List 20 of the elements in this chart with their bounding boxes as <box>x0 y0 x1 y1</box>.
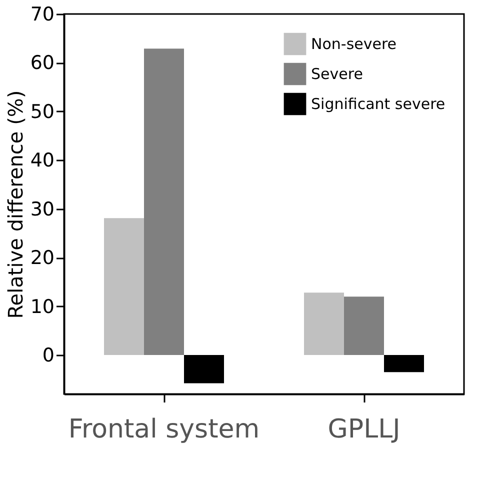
bar <box>104 218 144 356</box>
y-tick-label: 20 <box>30 247 54 270</box>
bar <box>384 355 424 372</box>
y-tick-label: 40 <box>30 150 54 172</box>
y-axis-title: Relative difference (%) <box>3 90 28 319</box>
y-tick-label: 70 <box>30 4 54 26</box>
bar <box>144 48 184 356</box>
legend-label: Non-severe <box>311 35 397 53</box>
y-tick-label: 50 <box>30 100 54 123</box>
y-tick-label: 60 <box>30 52 54 74</box>
bar <box>344 296 384 356</box>
x-tick-label: Frontal system <box>68 414 260 444</box>
bar <box>304 292 344 356</box>
x-tick-label: GPLLJ <box>328 414 400 444</box>
bar <box>184 355 224 384</box>
y-tick-label: 30 <box>30 198 54 220</box>
legend-label: Significant severe <box>311 95 446 113</box>
y-tick-label: 0 <box>42 344 54 367</box>
y-tick-label: 10 <box>30 296 54 318</box>
legend-label: Severe <box>311 65 363 83</box>
